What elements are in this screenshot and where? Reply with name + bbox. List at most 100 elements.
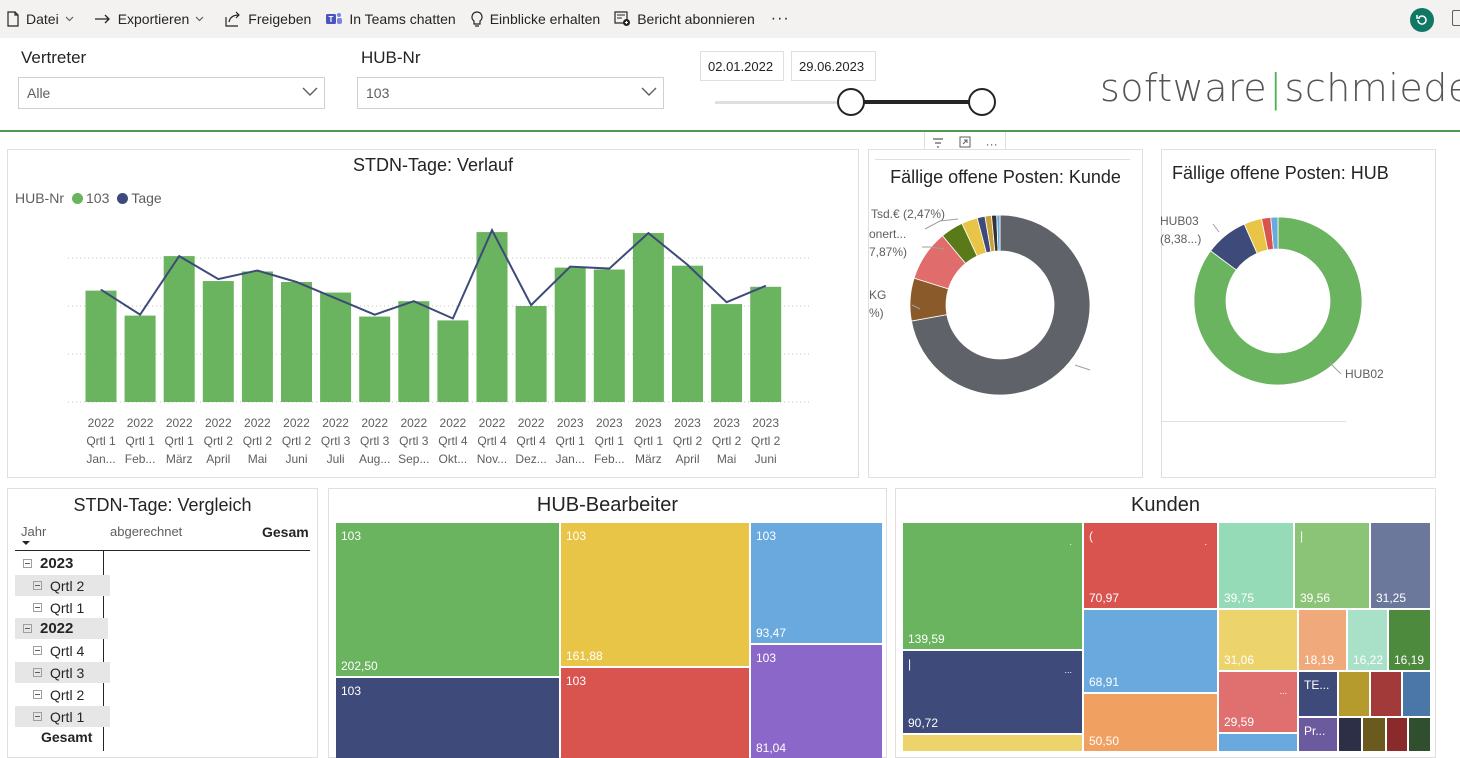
treemap-cell[interactable]: 50,50	[1084, 694, 1217, 751]
point-tage-10[interactable]	[491, 229, 493, 231]
bar-103-1[interactable]	[124, 315, 156, 402]
treemap-cell-small[interactable]	[1409, 718, 1430, 751]
vertreter-dropdown[interactable]: Alle	[18, 77, 325, 109]
treemap-cell[interactable]: 68,91	[1084, 610, 1217, 692]
matrix-row-quarter[interactable]: Qrtl 1	[15, 706, 110, 727]
bar-103-2[interactable]	[163, 256, 195, 402]
expand-icon[interactable]	[33, 603, 42, 612]
treemap-cell[interactable]: 31,06	[1219, 610, 1297, 670]
bar-103-4[interactable]	[241, 271, 273, 402]
matrix-row-quarter[interactable]: Qrtl 2	[15, 684, 110, 705]
bar-103-12[interactable]	[554, 267, 586, 402]
point-tage-12[interactable]	[569, 266, 571, 268]
date-slider-start-handle[interactable]	[837, 88, 865, 116]
donut-slice-0[interactable]	[1193, 216, 1363, 386]
donut-slice-0[interactable]	[910, 214, 1091, 396]
bar-103-0[interactable]	[85, 290, 117, 402]
treemap-cell[interactable]: 103 161,88	[561, 523, 749, 666]
bar-103-7[interactable]	[359, 316, 391, 402]
point-tage-11[interactable]	[530, 304, 532, 306]
point-tage-5[interactable]	[296, 281, 297, 283]
collapse-icon[interactable]	[23, 624, 32, 633]
date-to-input[interactable]: 29.06.2023	[791, 51, 876, 81]
reset-icon[interactable]	[1410, 8, 1434, 32]
focus-mode-icon[interactable]	[959, 136, 971, 151]
share-button[interactable]: Freigeben	[224, 11, 311, 27]
treemap-cell[interactable]: 16,22	[1348, 610, 1387, 670]
bar-103-3[interactable]	[202, 281, 234, 402]
date-from-input[interactable]: 02.01.2022	[700, 51, 784, 81]
insights-button[interactable]: Einblicke erhalten	[470, 10, 600, 28]
point-tage-17[interactable]	[765, 285, 767, 287]
expand-icon[interactable]	[33, 712, 42, 721]
comment-icon[interactable]	[1452, 10, 1460, 26]
bar-103-6[interactable]	[320, 292, 352, 402]
point-tage-13[interactable]	[608, 268, 610, 270]
donut-kunde-chart[interactable]	[900, 205, 1100, 405]
line-tage[interactable]	[100, 227, 767, 320]
combo-chart-plot[interactable]	[60, 210, 820, 410]
point-tage-1[interactable]	[139, 314, 141, 316]
collapse-icon[interactable]	[23, 559, 32, 568]
treemap-cell[interactable]: 29,59...	[1219, 672, 1297, 732]
treemap-cell-small[interactable]	[1219, 734, 1297, 751]
donut-slice-4[interactable]	[1270, 216, 1279, 250]
point-tage-15[interactable]	[687, 264, 688, 266]
treemap-cell-small[interactable]	[1403, 672, 1430, 716]
treemap-cell[interactable]: 139,59.	[903, 523, 1082, 649]
matrix-row-year[interactable]: 2023	[15, 553, 108, 574]
bar-103-10[interactable]	[476, 232, 508, 402]
filter-icon[interactable]	[932, 137, 944, 151]
matrix-row-quarter[interactable]: Qrtl 4	[15, 640, 110, 661]
date-slider-end-handle[interactable]	[968, 88, 996, 116]
expand-icon[interactable]	[33, 668, 42, 677]
point-tage-14[interactable]	[647, 232, 649, 234]
subscribe-button[interactable]: Bericht abonnieren	[614, 11, 755, 27]
treemap-cell[interactable]: TE...	[1299, 672, 1337, 716]
bar-103-13[interactable]	[593, 269, 625, 402]
treemap-cell[interactable]: 103	[336, 678, 559, 758]
point-tage-16[interactable]	[726, 301, 728, 303]
treemap-cell[interactable]: 39,75	[1219, 523, 1293, 608]
treemap-cell-small[interactable]	[1363, 718, 1385, 751]
treemap-cell[interactable]: 103	[561, 668, 749, 758]
matrix-col-jahr[interactable]: Jahr	[21, 524, 47, 539]
treemap-cell[interactable]: Pr...	[1299, 718, 1337, 751]
point-tage-0[interactable]	[100, 289, 102, 291]
legend-item-103[interactable]: 103	[86, 190, 110, 206]
treemap-cell[interactable]: | 90,72...	[903, 651, 1082, 733]
expand-icon[interactable]	[33, 646, 42, 655]
treemap-cell[interactable]: 16,19	[1389, 610, 1430, 670]
treemap-cell-small[interactable]	[1339, 672, 1369, 716]
expand-icon[interactable]	[33, 690, 42, 699]
bar-103-8[interactable]	[398, 301, 430, 402]
bar-103-15[interactable]	[672, 265, 703, 402]
treemap-cell-small[interactable]	[1371, 672, 1401, 716]
treemap-cell-small[interactable]	[1387, 718, 1407, 751]
matrix-col-abgerechnet[interactable]: abgerechnet	[110, 524, 183, 539]
treemap-cell[interactable]: 103 202,50	[336, 523, 559, 676]
point-tage-6[interactable]	[335, 297, 337, 299]
legend-item-tage[interactable]: Tage	[131, 190, 162, 206]
point-tage-3[interactable]	[217, 278, 219, 280]
bar-103-14[interactable]	[632, 233, 664, 402]
bar-103-9[interactable]	[437, 320, 469, 402]
bar-103-16[interactable]	[711, 304, 743, 402]
bar-103-17[interactable]	[750, 286, 782, 402]
donut-slice-8[interactable]	[996, 214, 1001, 252]
treemap-cell[interactable]: 103 93,47	[751, 523, 882, 643]
more-options-button[interactable]: ···	[770, 10, 790, 27]
expand-icon[interactable]	[33, 581, 42, 590]
treemap-cell[interactable]: (70,97.	[1084, 523, 1217, 608]
point-tage-4[interactable]	[256, 269, 258, 271]
point-tage-2[interactable]	[178, 255, 180, 257]
treemap-cell[interactable]: 18,19	[1299, 610, 1346, 670]
matrix-row-quarter[interactable]: Qrtl 1	[15, 597, 110, 618]
treemap-cell[interactable]: | 39,56	[1295, 523, 1369, 608]
donut-hub-chart[interactable]	[1189, 212, 1367, 390]
sort-descending-icon[interactable]	[21, 540, 31, 546]
export-menu[interactable]: Exportieren	[94, 11, 211, 27]
treemap-cell-small[interactable]	[1339, 718, 1361, 751]
matrix-row-year[interactable]: 2022	[15, 618, 108, 639]
file-menu[interactable]: Datei	[6, 11, 80, 27]
